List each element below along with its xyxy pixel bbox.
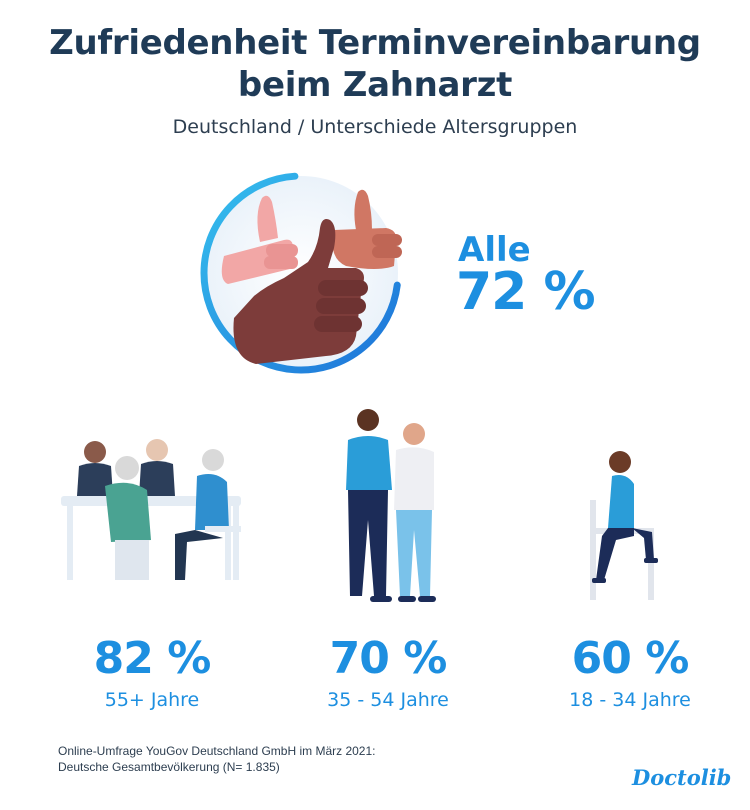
group-label: 55+ Jahre	[104, 689, 200, 711]
seniors-at-table-illustration	[61, 439, 241, 580]
thumbs-up-icon-medium	[332, 189, 402, 269]
page-subtitle: Deutschland / Unterschiede Altersgruppen	[172, 116, 578, 138]
source-line-1: Online-Umfrage YouGov Deutschland GmbH i…	[58, 744, 376, 758]
young-adult-sitting-illustration	[590, 451, 658, 600]
group-percentage: 82 %	[93, 633, 212, 684]
doctolib-logo: Doctolib	[632, 765, 732, 790]
overall-label: Alle	[458, 230, 531, 270]
overall-value: 72 %	[456, 262, 596, 322]
group-percentage: 60 %	[571, 633, 690, 684]
age-group-35-54: 70 % 35 - 54 Jahre	[288, 633, 488, 711]
thumbs-up-illustration	[221, 189, 402, 364]
thumbs-up-icon-dark	[233, 219, 368, 364]
title-line-2: beim Zahnarzt	[237, 65, 513, 105]
group-label: 18 - 34 Jahre	[569, 689, 691, 711]
title-line-1: Zufriedenheit Terminvereinbarung	[49, 23, 701, 63]
source-line-2: Deutsche Gesamtbevölkerung (N= 1.835)	[58, 760, 280, 774]
thumbs-up-icon-light	[221, 195, 298, 284]
source-note: Online-Umfrage YouGov Deutschland GmbH i…	[58, 743, 375, 775]
group-percentage: 70 %	[329, 633, 448, 684]
overall-arc	[200, 172, 401, 374]
adults-standing-illustration	[346, 409, 436, 602]
group-label: 35 - 54 Jahre	[327, 689, 449, 711]
age-group-55plus: 82 % 55+ Jahre	[52, 633, 252, 711]
page-title: Zufriedenheit Terminvereinbarung beim Za…	[0, 22, 750, 106]
age-group-18-34: 60 % 18 - 34 Jahre	[530, 633, 730, 711]
